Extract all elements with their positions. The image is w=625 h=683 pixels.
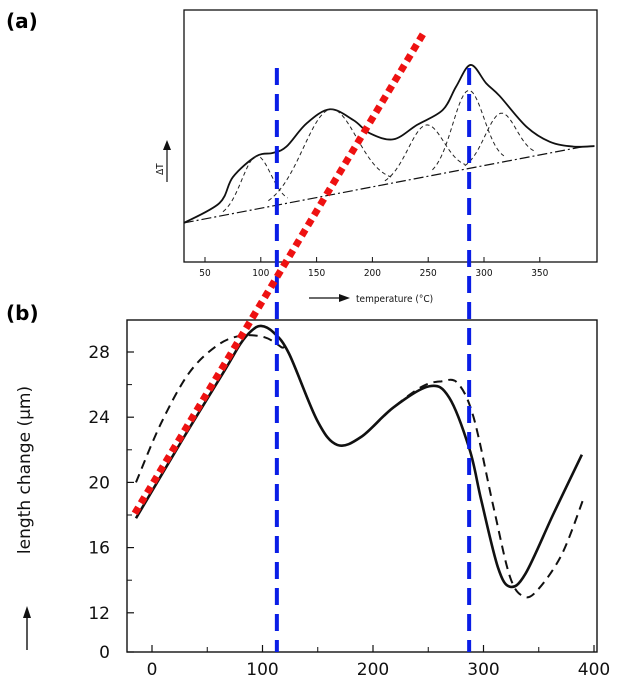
panel-a-xtick-label: 150 xyxy=(308,268,325,279)
panel-b-ylabel: length change (µm) xyxy=(15,386,35,554)
panel-label-a: (a) xyxy=(6,9,38,33)
panel-b-ytick-label: 24 xyxy=(88,408,110,428)
panel-b-xtick-label: 200 xyxy=(357,660,389,680)
panel-a-xtick-label: 300 xyxy=(475,268,492,279)
panel-a-component-peak xyxy=(268,108,392,202)
panel-a-xlabel: temperature (°C) xyxy=(356,294,433,305)
panel-b-ytick-label: 0 xyxy=(99,643,110,663)
panel-a-xtick-label: 350 xyxy=(531,268,548,279)
panel-b-xtick-label: 300 xyxy=(467,660,499,680)
arrow-right-icon xyxy=(339,294,350,302)
panel-a-ylabel: ΔT xyxy=(155,163,166,175)
arrow-up-icon xyxy=(163,140,171,150)
panel-a-component-peak xyxy=(464,112,537,167)
panel-b-frame xyxy=(126,319,598,653)
panel-b-ytick-label: 16 xyxy=(88,539,110,559)
panel-b-xtick-label: 0 xyxy=(147,660,158,680)
panel-b-ytick-label: 28 xyxy=(88,343,110,363)
panel-a-xtick-label: 250 xyxy=(420,268,437,279)
panel-b-series-dashed xyxy=(135,334,585,599)
panel-b-ytick-label: 20 xyxy=(88,473,110,493)
arrow-up-icon xyxy=(23,606,31,618)
panel-label-b: (b) xyxy=(6,301,39,325)
panel-a-series-dash-dot xyxy=(183,145,584,224)
panel-a-xtick-label: 100 xyxy=(252,268,269,279)
panel-a-frame xyxy=(183,9,598,263)
panel-b-xtick-label: 100 xyxy=(246,660,278,680)
panel-b-ytick-label: 12 xyxy=(88,604,110,624)
panel-a-xtick-label: 50 xyxy=(199,268,211,279)
panel-a-series-solid xyxy=(183,64,595,224)
red-dotted-trend-line xyxy=(131,29,428,516)
panel-b-xtick-label: 400 xyxy=(578,660,610,680)
panel-a-xtick-label: 200 xyxy=(364,268,381,279)
panel-b-series-solid xyxy=(134,324,584,589)
panel-a-component-peak xyxy=(384,124,466,182)
panel-a-component-peak xyxy=(432,89,505,171)
panel-a-component-peak xyxy=(222,155,288,213)
